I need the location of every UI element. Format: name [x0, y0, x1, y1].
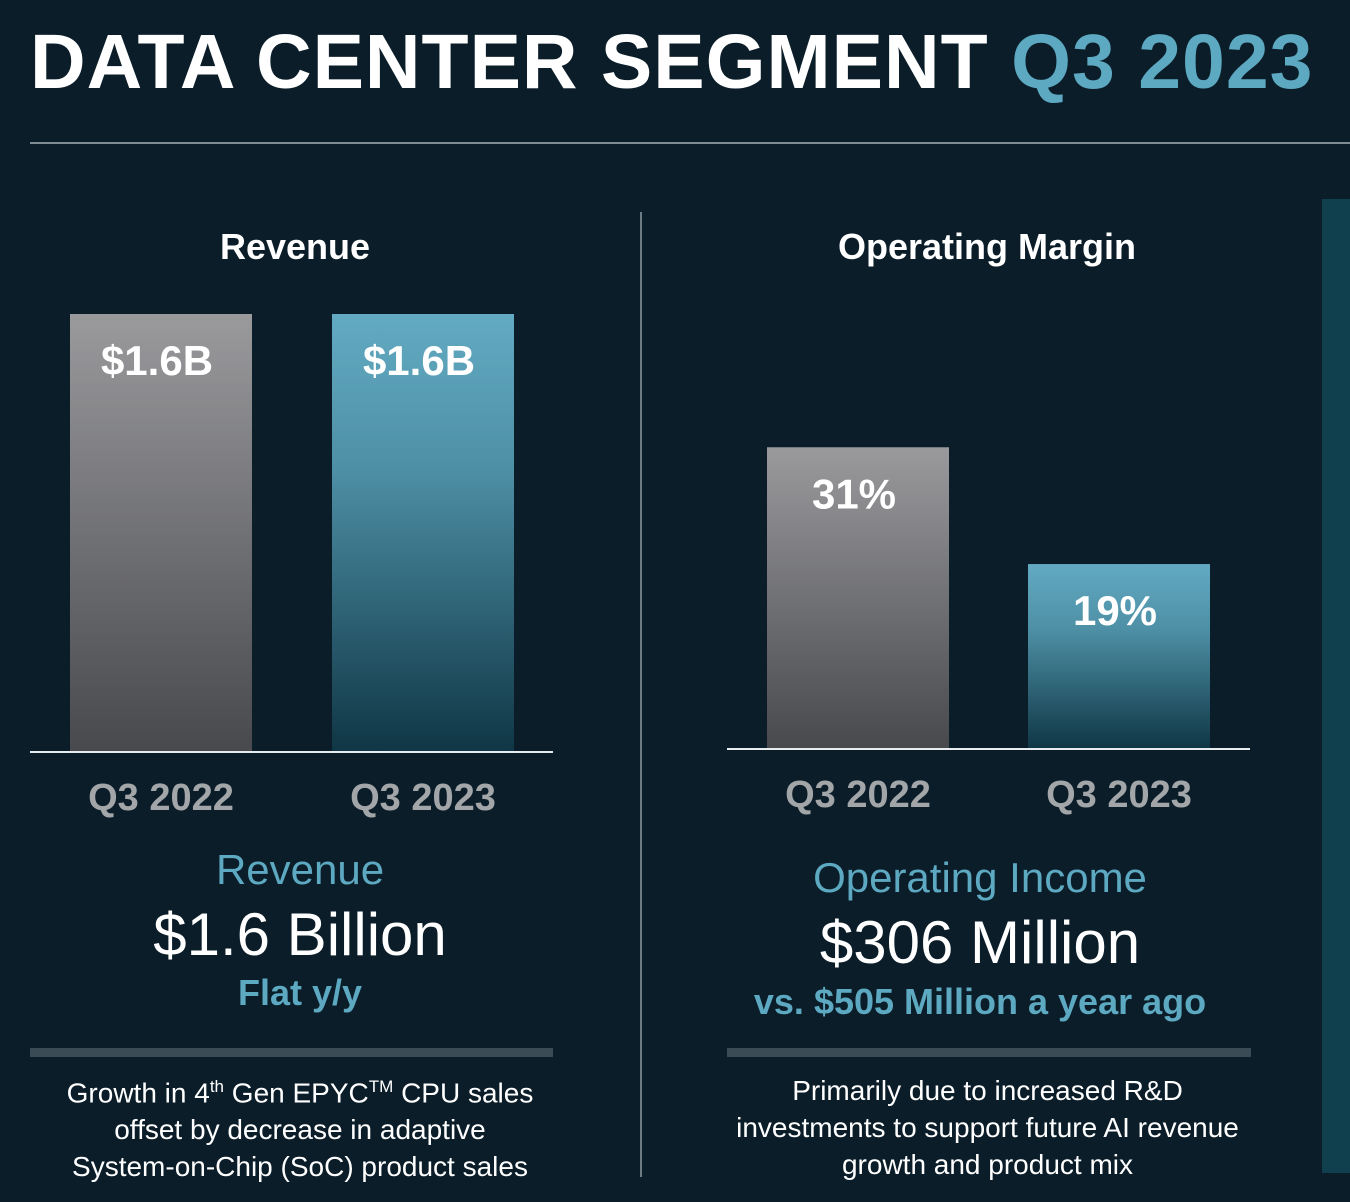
revenue-summary-sub: Flat y/y: [237, 972, 363, 1013]
right-panel-edge: [1322, 199, 1350, 1173]
opinc-note-line2: investments to support future AI revenue: [736, 1112, 1239, 1143]
opinc-summary-sub: vs. $505 Million a year ago: [753, 981, 1207, 1022]
revenue-note-line3: System-on-Chip (SoC) product sales: [72, 1151, 528, 1183]
revenue-note: Growth in 4th Gen EPYCTM CPU sales offse…: [30, 1068, 570, 1185]
revenue-separator: [30, 1048, 553, 1057]
revenue-note-line2: offset by decrease in adaptive: [114, 1114, 486, 1146]
panel-divider: [640, 212, 642, 1177]
margin-tick-label-1: Q3 2022: [785, 774, 931, 816]
revenue-chart: $1.6B Q3 2022 $1.6B Q3 2023: [30, 314, 553, 819]
revenue-summary-value: $1.6 Billion: [153, 901, 447, 968]
margin-tick-label-2: Q3 2023: [1046, 774, 1192, 816]
revenue-data-label-1: $1.6B: [101, 337, 213, 384]
revenue-tick-label-2: Q3 2023: [350, 777, 496, 819]
header-divider: [30, 142, 1350, 144]
title-main: DATA CENTER SEGMENT: [30, 19, 989, 105]
margin-bar-1: [767, 447, 949, 749]
margin-data-label-1: 31%: [812, 470, 896, 517]
revenue-note-line1: Growth in 4th Gen EPYCTM CPU sales: [66, 1077, 534, 1109]
revenue-data-label-2: $1.6B: [363, 337, 475, 384]
opinc-separator: [727, 1048, 1251, 1057]
revenue-bar-2: [332, 314, 514, 752]
margin-chart-title: Operating Margin: [837, 226, 1137, 267]
opinc-summary-value: $306 Million: [819, 909, 1141, 976]
revenue-chart-title: Revenue: [219, 226, 371, 267]
operating-margin-chart: 31% Q3 2022 19% Q3 2023: [727, 447, 1250, 816]
margin-bar-2: [1028, 564, 1210, 749]
revenue-bar-1: [70, 314, 252, 752]
opinc-note-line1: Primarily due to increased R&D: [792, 1075, 1183, 1106]
revenue-summary-label: Revenue: [215, 846, 385, 893]
opinc-summary-label: Operating Income: [813, 854, 1147, 901]
opinc-note-line3: growth and product mix: [841, 1149, 1134, 1180]
revenue-tick-label-1: Q3 2022: [88, 777, 234, 819]
opinc-note: Primarily due to increased R&D investmen…: [700, 1072, 1275, 1183]
page-title: DATA CENTER SEGMENT Q3 2023: [30, 22, 1314, 102]
margin-data-label-2: 19%: [1073, 587, 1157, 634]
title-accent: Q3 2023: [1011, 19, 1314, 105]
